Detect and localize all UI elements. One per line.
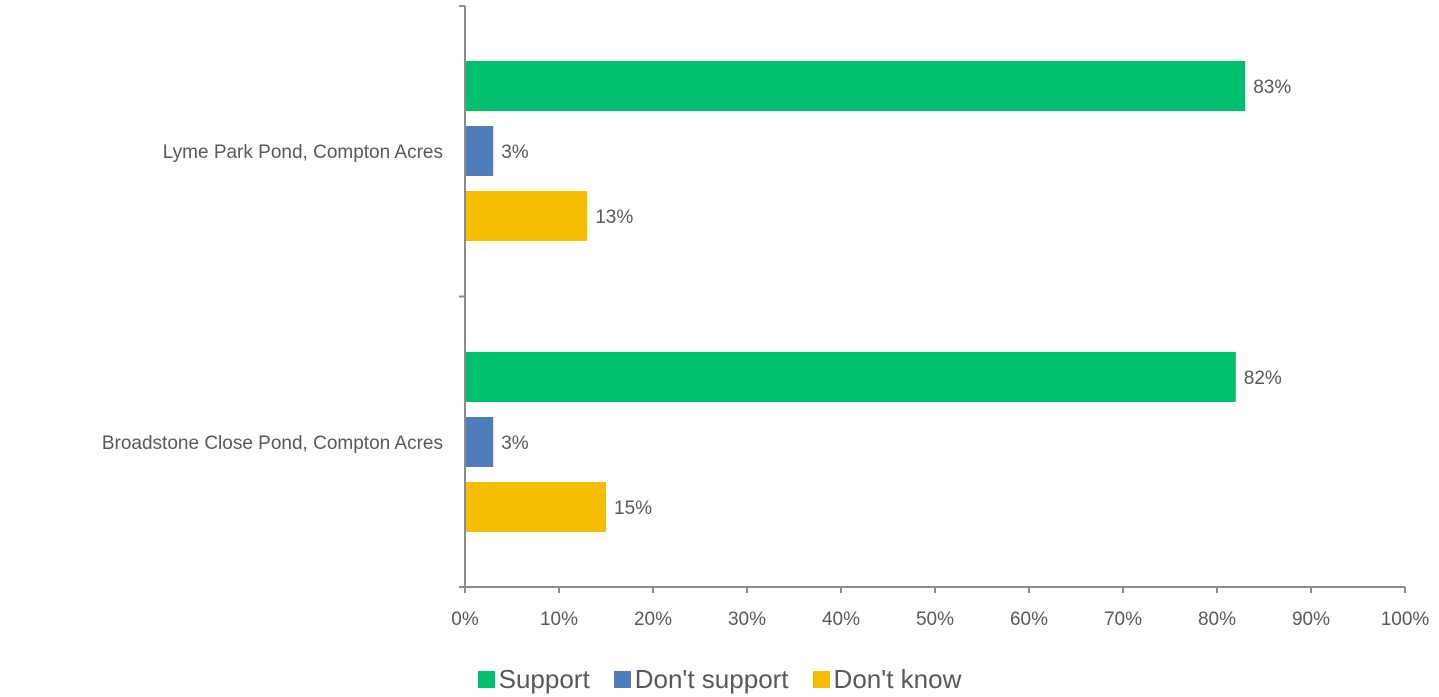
bars	[466, 61, 1246, 532]
legend-label-dont-support: Don't support	[634, 664, 789, 694]
x-tick-label: 80%	[1198, 609, 1236, 630]
bar	[466, 417, 494, 467]
bar-chart: 0% 10% 20% 30% 40% 50% 60% 70% 80% 90% 100% Lyme P…	[102, 5, 1430, 630]
legend-item-dont-know: Don't know	[812, 664, 962, 694]
data-label: 15%	[614, 498, 652, 519]
legend-swatch-dont-know	[812, 670, 830, 688]
legend-swatch-support	[477, 670, 495, 688]
x-tick-label: 30%	[728, 609, 766, 630]
data-label: 13%	[595, 207, 633, 228]
data-label: 3%	[501, 142, 529, 163]
x-tick-label: 50%	[916, 609, 954, 630]
x-tick-label: 100%	[1381, 609, 1430, 630]
data-label: 82%	[1244, 368, 1282, 389]
bar	[466, 61, 1246, 111]
x-tick-label: 40%	[822, 609, 860, 630]
legend: Support Don't support Don't know	[0, 664, 1439, 694]
legend-label-dont-know: Don't know	[833, 664, 962, 694]
bar	[466, 126, 494, 176]
x-tick-label: 60%	[1010, 609, 1048, 630]
bar	[466, 191, 588, 241]
x-tick-label: 70%	[1104, 609, 1142, 630]
legend-item-dont-support: Don't support	[613, 664, 789, 694]
data-label: 83%	[1253, 77, 1291, 98]
category-label: Broadstone Close Pond, Compton Acres	[102, 433, 443, 454]
axes: 0% 10% 20% 30% 40% 50% 60% 70% 80% 90% 100%	[451, 5, 1430, 630]
category-label: Lyme Park Pond, Compton Acres	[163, 142, 443, 163]
x-tick-label: 10%	[540, 609, 578, 630]
bar	[466, 352, 1236, 402]
x-tick-label: 20%	[634, 609, 672, 630]
legend-swatch-dont-support	[613, 670, 631, 688]
bar	[466, 482, 606, 532]
x-tick-label: 0%	[451, 609, 479, 630]
labels: Lyme Park Pond, Compton Acres Broadstone …	[102, 77, 1291, 519]
data-label: 3%	[501, 433, 529, 454]
x-tick-label: 90%	[1292, 609, 1330, 630]
legend-label-support: Support	[498, 664, 590, 694]
legend-item-support: Support	[477, 664, 590, 694]
